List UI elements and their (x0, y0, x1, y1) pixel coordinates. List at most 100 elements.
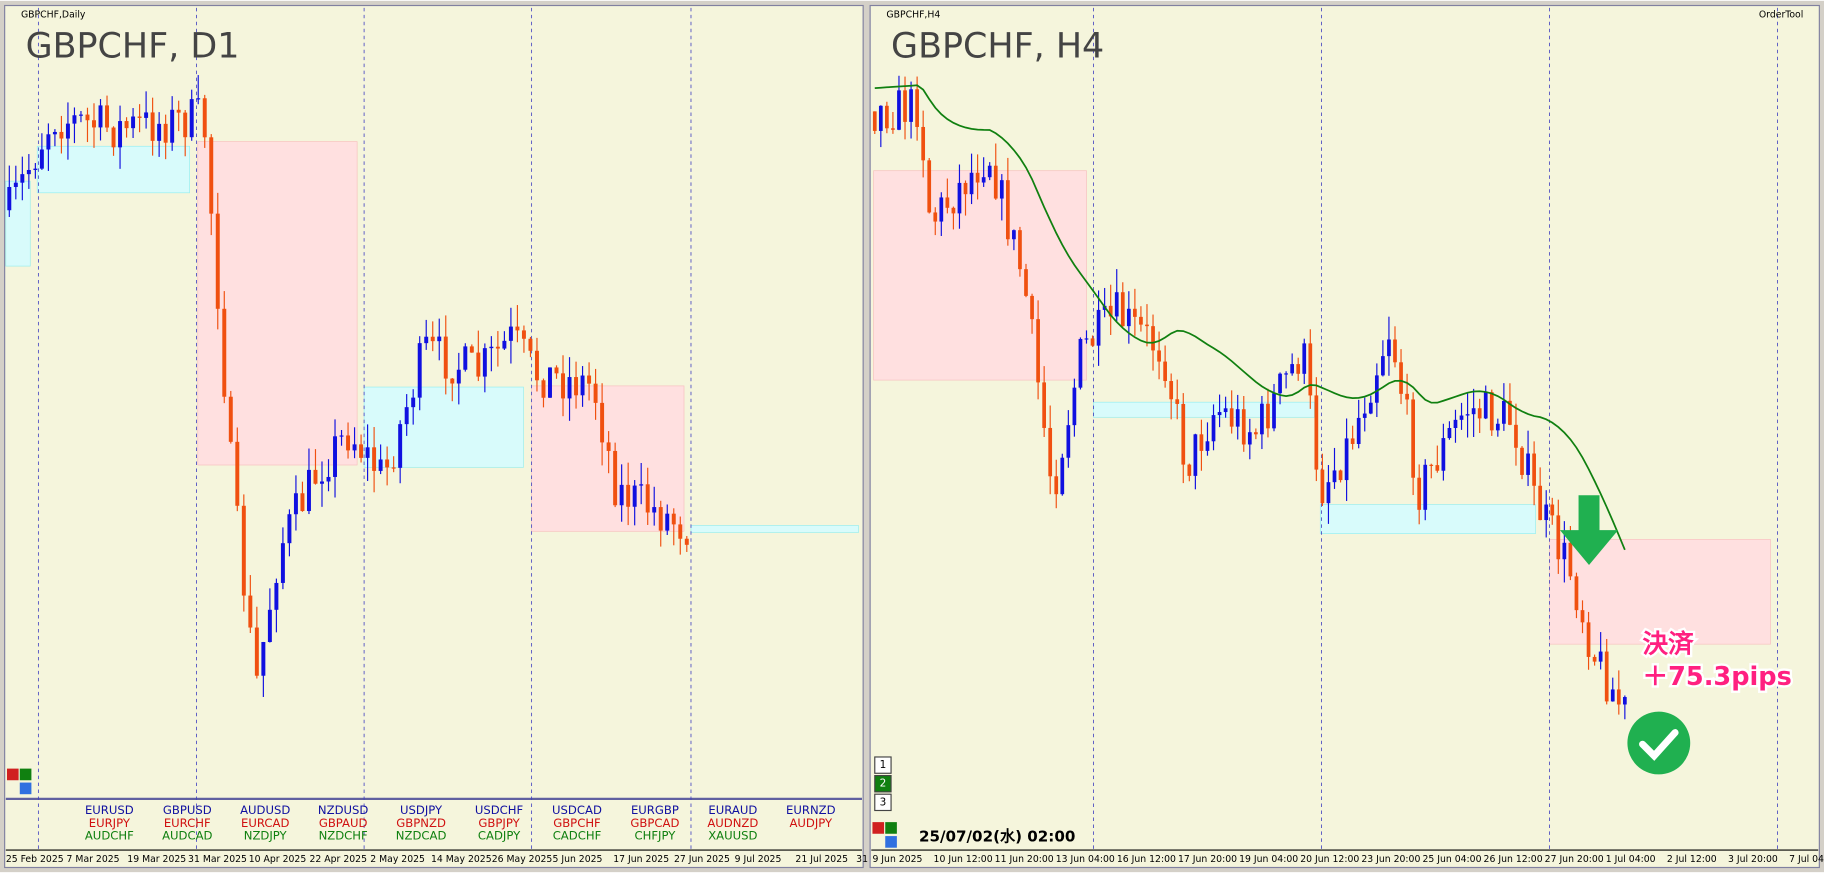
x-tick-label: 17 Jun 20:00 (1178, 854, 1237, 865)
candle (554, 367, 559, 374)
symbol-button[interactable]: AUDCHF (85, 829, 134, 843)
order-tool[interactable]: OrderTool (1759, 9, 1803, 20)
candle (1556, 515, 1561, 560)
timeframe-label: 3 (880, 796, 887, 808)
symbol-button[interactable]: XAUUSD (708, 829, 757, 843)
tool-button[interactable] (872, 822, 885, 834)
candle (202, 98, 207, 138)
candle (463, 346, 468, 370)
candle (359, 444, 364, 458)
symbol-button[interactable]: EURCAD (241, 816, 289, 830)
candle (1157, 350, 1161, 362)
symbol-button[interactable]: EURJPY (89, 816, 131, 830)
candle (613, 450, 618, 506)
candle (1290, 364, 1295, 374)
x-tick-label: 7 Jul 04:00 (1789, 854, 1824, 865)
x-tick-label: 31 Mar 2025 (188, 854, 247, 865)
candle (1502, 400, 1506, 424)
x-tick-label: 2 Jul 12:00 (1667, 854, 1717, 865)
candle (1387, 339, 1391, 357)
candle (528, 338, 533, 351)
candle (1580, 610, 1585, 623)
timeframe-button[interactable] (874, 756, 892, 774)
symbol-button[interactable]: AUDNZD (707, 816, 758, 830)
candle (1072, 387, 1077, 426)
symbol-button[interactable]: NZDUSD (318, 803, 368, 817)
candle (1441, 438, 1446, 471)
candle (626, 484, 631, 507)
candle (131, 116, 136, 129)
tool-button[interactable] (885, 822, 897, 834)
candle (7, 186, 12, 211)
symbol-button[interactable]: EURCHF (164, 816, 211, 830)
candle (1338, 470, 1343, 481)
candle (1272, 393, 1276, 429)
candle (85, 114, 90, 121)
zone (873, 170, 1087, 381)
candle (1133, 308, 1137, 317)
symbol-button[interactable]: NZDCHF (319, 829, 368, 843)
candle (993, 165, 998, 199)
symbol-button[interactable]: AUDCAD (162, 829, 212, 843)
candle (235, 441, 240, 506)
candle (1483, 392, 1488, 419)
zone (197, 141, 358, 466)
symbol-button[interactable]: AUDUSD (240, 803, 290, 817)
symbol-button[interactable]: EURUSD (85, 803, 134, 817)
candle (1495, 423, 1500, 431)
timeframe-button[interactable] (874, 793, 892, 812)
timeframe-button[interactable] (874, 775, 892, 793)
symbol-button[interactable]: CADCHF (553, 829, 602, 843)
candle (320, 481, 324, 484)
tool-button[interactable] (19, 768, 32, 781)
symbol-button[interactable]: AUDJPY (789, 816, 833, 830)
symbol-button[interactable]: GBPAUD (319, 816, 368, 830)
timeframe-label: 1 (880, 759, 887, 771)
symbol-button[interactable]: GBPUSD (163, 803, 212, 817)
candle (1042, 382, 1047, 428)
tool-button[interactable] (885, 836, 897, 848)
candle (1241, 409, 1246, 445)
candle (1350, 438, 1355, 444)
candle (1544, 504, 1549, 521)
candle (1254, 432, 1258, 435)
symbol-button[interactable]: USDCAD (552, 803, 602, 817)
candle (1266, 403, 1270, 429)
candle (951, 207, 956, 214)
symbol-button[interactable]: GBPCHF (553, 816, 601, 830)
symbol-button[interactable]: GBPNZD (396, 816, 446, 830)
symbol-button[interactable]: EURNZD (786, 803, 836, 817)
symbol-button[interactable]: GBPCAD (630, 816, 679, 830)
candle (927, 160, 932, 213)
x-tick-label: 11 Jun 20:00 (995, 854, 1054, 865)
close-label: 決済 (1643, 628, 1695, 659)
symbol-button[interactable]: EURAUD (708, 803, 757, 817)
candle (1574, 576, 1579, 611)
symbol-button[interactable]: USDJPY (400, 803, 443, 817)
candle (157, 123, 162, 141)
candle (1598, 651, 1603, 662)
tool-button[interactable] (19, 782, 32, 795)
tool-button[interactable] (6, 768, 19, 781)
zone (1319, 504, 1536, 534)
symbol-button[interactable]: USDCHF (475, 803, 524, 817)
symbol-button[interactable]: EURGBP (631, 803, 679, 817)
symbol-button[interactable]: GBPJPY (478, 816, 520, 830)
symbol-button[interactable]: NZDJPY (244, 829, 288, 843)
x-tick-label: 19 Jun 04:00 (1239, 854, 1298, 865)
candle (1181, 403, 1186, 465)
x-tick-label: 3 Jul 20:00 (1728, 854, 1778, 865)
candle (999, 180, 1004, 199)
candle (981, 177, 986, 183)
candle (1326, 482, 1331, 504)
symbol-button[interactable]: NZDCAD (396, 829, 447, 843)
candle (1586, 622, 1591, 657)
candle (957, 182, 962, 214)
candle (1514, 424, 1518, 448)
symbol-button[interactable]: CADJPY (478, 829, 521, 843)
x-tick-label: 10 Jun 12:00 (934, 854, 993, 865)
x-tick-label: 26 Jun 12:00 (1484, 854, 1543, 865)
symbol-button[interactable]: CHFJPY (634, 829, 676, 843)
check-mark (1639, 729, 1679, 761)
candle (365, 447, 370, 458)
